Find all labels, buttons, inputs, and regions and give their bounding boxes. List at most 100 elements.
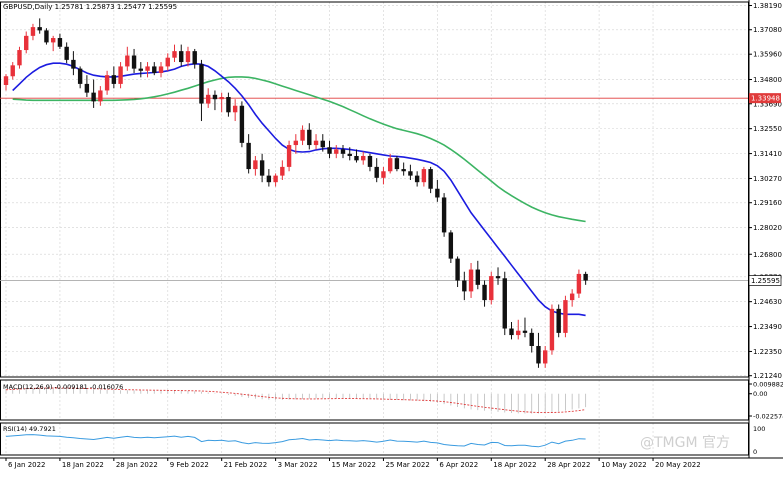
candle-body [327, 147, 332, 154]
horizontal-level-badge [749, 93, 781, 104]
candle-body [361, 155, 366, 161]
date-tick-label: 28 Apr 2022 [547, 461, 590, 469]
rsi-line [5, 434, 586, 448]
candle-body [125, 55, 130, 67]
candle-body [569, 293, 575, 301]
candle-body [37, 27, 42, 31]
candle-body [435, 188, 440, 198]
candle-body [104, 75, 110, 91]
candle-body [226, 97, 231, 113]
candle-body [428, 169, 433, 189]
symbol-header: GBPUSD,Daily 1.25781 1.25873 1.25477 1.2… [3, 3, 177, 11]
price-tick-label: 1.29160 [753, 199, 782, 207]
macd-label: MACD(12,26,9) -0.009181 -0.016076 [3, 383, 123, 391]
macd-tick-label: 0.009882 [753, 381, 783, 389]
price-tick-label: 1.34800 [753, 76, 782, 84]
candle-body [266, 175, 272, 183]
candle-body [172, 51, 177, 58]
candle-body [408, 171, 413, 176]
candle-body [165, 57, 170, 67]
rsi-label: RSI(14) 49.7921 [3, 425, 56, 433]
candle-body [468, 269, 474, 292]
current-price-badge [748, 275, 782, 286]
candle-body [381, 171, 386, 178]
candle-body [543, 350, 548, 364]
date-tick-label: 9 Feb 2022 [170, 461, 209, 469]
horizontal-level-label: 1.33948 [751, 95, 780, 103]
price-tick-label: 1.23490 [753, 323, 782, 331]
candle-body [64, 46, 69, 60]
candle-body [259, 160, 265, 176]
candle-body [98, 90, 103, 102]
candle-body [30, 27, 36, 36]
candle-body [24, 35, 29, 51]
candle-body [414, 175, 420, 183]
date-tick-label: 18 Jan 2022 [62, 461, 104, 469]
candle-body [374, 166, 379, 178]
candle-body [179, 51, 184, 63]
candle-body [118, 66, 123, 84]
candle-body [300, 129, 305, 141]
candle-body [320, 140, 325, 148]
candle-body [50, 38, 56, 43]
candle-body [441, 197, 447, 233]
candle-body [448, 232, 454, 259]
rsi-tick-label: 0 [753, 448, 757, 456]
candle-body [516, 330, 521, 336]
candle-body [17, 50, 22, 66]
date-tick-label: 20 May 2022 [655, 461, 701, 469]
date-tick-label: 6 Jan 2022 [8, 461, 46, 469]
candle-body [10, 65, 15, 77]
candle-body [354, 155, 359, 161]
candle-body [313, 140, 319, 146]
date-tick-label: 18 Apr 2022 [493, 461, 536, 469]
candle-body [475, 269, 480, 285]
candle-body [522, 330, 528, 333]
candle-body [576, 273, 582, 294]
candle-body [549, 308, 555, 351]
current-price-label: 1.25595 [751, 277, 780, 285]
candle-body [455, 258, 460, 281]
candle-body [286, 145, 292, 167]
main-pane-frame [0, 1, 749, 378]
candle-body [489, 276, 494, 301]
candle-body [77, 68, 83, 84]
price-tick-label: 1.37080 [753, 26, 782, 34]
rsi-tick-label: 100 [753, 425, 765, 433]
candle-body [44, 30, 49, 43]
candle-body [401, 169, 406, 172]
candle-body [138, 68, 143, 71]
candle-body [556, 308, 561, 333]
date-tick-label: 10 May 2022 [601, 461, 647, 469]
candle-body [536, 345, 541, 364]
price-tick-label: 1.31410 [753, 150, 782, 158]
price-tick-label: 1.22350 [753, 348, 782, 356]
candle-body [111, 75, 117, 84]
candle-body [273, 175, 278, 183]
price-tick-label: 1.35960 [753, 51, 782, 59]
candle-body [232, 105, 238, 113]
candle-body [334, 149, 339, 154]
date-tick-label: 6 Apr 2022 [439, 461, 478, 469]
candle-body [84, 83, 90, 93]
candle-body [502, 278, 507, 329]
price-tick-label: 1.24630 [753, 298, 782, 306]
watermark-text: @TMGM 官方 [640, 435, 730, 451]
date-tick-label: 15 Mar 2022 [332, 461, 376, 469]
candle-body [158, 66, 164, 73]
rsi-pane-frame [0, 422, 749, 456]
price-tick-label: 1.26800 [753, 251, 782, 259]
candle-body [71, 59, 76, 69]
macd-tick-label: 0.00 [753, 390, 767, 398]
candle-body [367, 155, 373, 167]
candle-body [3, 76, 9, 85]
date-tick-label: 3 Mar 2022 [278, 461, 318, 469]
candle-body [509, 328, 514, 336]
price-tick-label: 1.28020 [753, 224, 782, 232]
candle-body [145, 66, 150, 71]
candle-body [212, 94, 218, 100]
candle-body [57, 38, 63, 47]
date-tick-label: 25 Mar 2022 [385, 461, 429, 469]
price-tick-label: 1.32550 [753, 125, 782, 133]
